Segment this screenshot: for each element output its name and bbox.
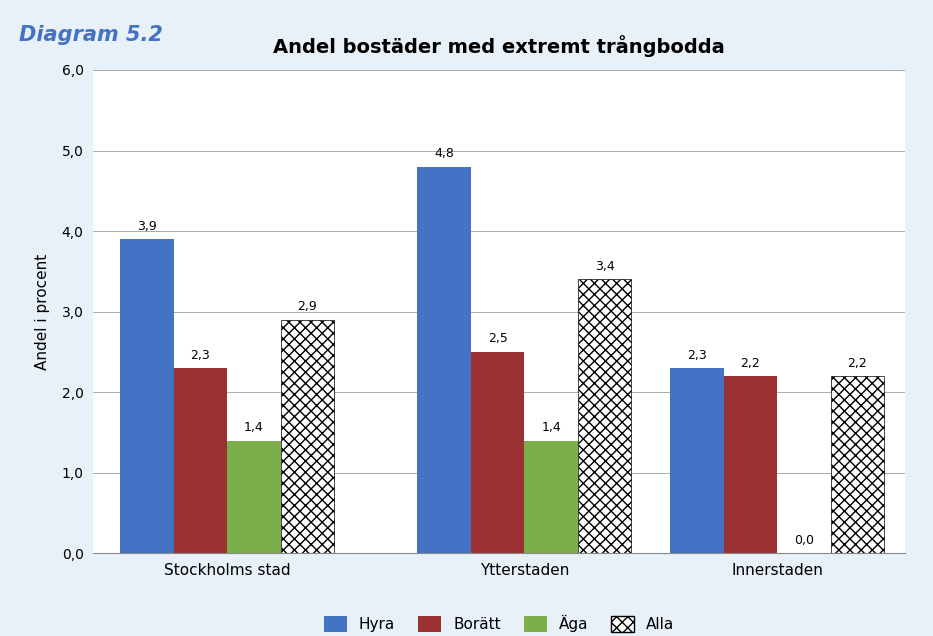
Text: 3,9: 3,9 xyxy=(137,219,157,233)
Text: 0,0: 0,0 xyxy=(794,534,814,547)
Legend: Hyra, Borätt, Äga, Alla: Hyra, Borätt, Äga, Alla xyxy=(317,609,681,636)
Text: 2,2: 2,2 xyxy=(741,357,760,370)
Bar xyxy=(471,352,524,553)
Bar xyxy=(227,441,281,553)
Bar xyxy=(281,320,334,553)
Title: Andel bostäder med extremt trångbodda: Andel bostäder med extremt trångbodda xyxy=(273,36,725,57)
Text: 2,9: 2,9 xyxy=(298,300,317,314)
Text: 2,5: 2,5 xyxy=(488,333,508,345)
Text: 1,4: 1,4 xyxy=(244,421,264,434)
Text: 2,3: 2,3 xyxy=(190,349,210,362)
Y-axis label: Andel i procent: Andel i procent xyxy=(35,254,50,370)
Bar xyxy=(578,279,632,553)
Text: Diagram 5.2: Diagram 5.2 xyxy=(19,25,162,45)
Bar xyxy=(120,239,174,553)
Bar xyxy=(670,368,724,553)
Bar xyxy=(524,441,578,553)
Text: 2,3: 2,3 xyxy=(687,349,707,362)
Bar xyxy=(174,368,227,553)
Text: 4,8: 4,8 xyxy=(434,147,454,160)
Text: 1,4: 1,4 xyxy=(541,421,561,434)
Text: 2,2: 2,2 xyxy=(847,357,868,370)
Bar xyxy=(724,376,777,553)
Bar xyxy=(417,167,471,553)
Text: 3,4: 3,4 xyxy=(595,260,615,273)
Bar xyxy=(830,376,884,553)
